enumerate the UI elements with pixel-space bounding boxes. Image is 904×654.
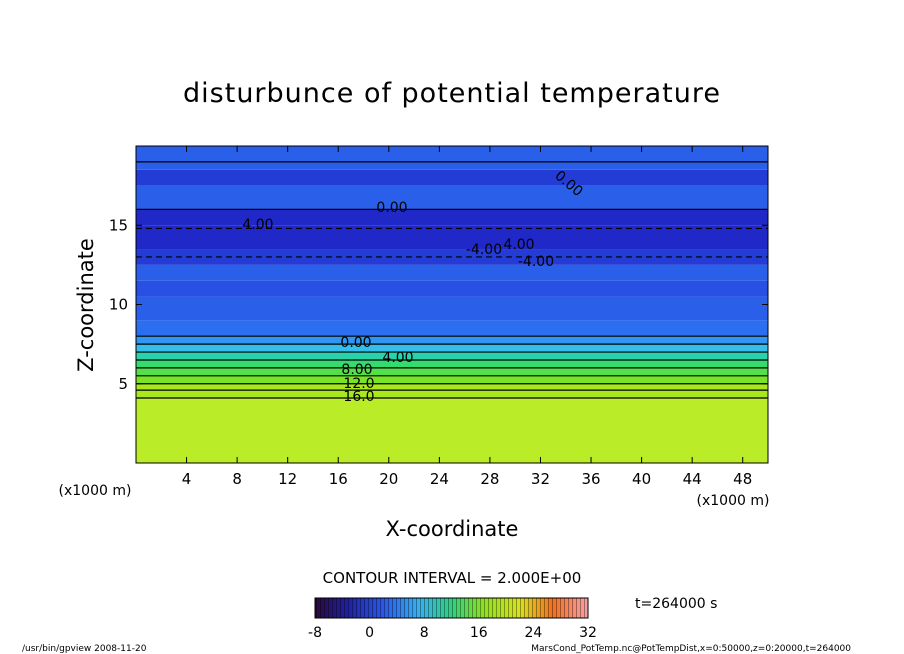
chart-title: disturbunce of potential temperature (183, 78, 721, 109)
field-band (136, 169, 768, 186)
x-unit-label-right: (x1000 m) (697, 493, 770, 509)
colorbar-tick-label: 32 (579, 625, 597, 641)
contour-label: 4.00 (503, 237, 534, 253)
x-unit-label: (x1000 m) (59, 483, 132, 499)
field-band (136, 336, 768, 345)
colorbar-tick-label: 16 (470, 625, 488, 641)
x-tick-label: 16 (329, 470, 348, 488)
contour-label: 12.0 (343, 376, 374, 392)
x-tick-label: 28 (480, 470, 499, 488)
contour-labels: 0.00 4.00 0.00 4.00 -4.00 -4.00 0.00 4.0… (242, 168, 585, 405)
x-tick-label: 24 (430, 470, 449, 488)
x-tick-label: 8 (232, 470, 242, 488)
contour-label: 0.00 (340, 335, 371, 351)
contour-lines (136, 161, 768, 399)
x-axis: 4 8 12 16 20 24 28 32 36 40 44 48 (182, 146, 752, 488)
y-tick-label: 5 (118, 375, 128, 393)
time-label: t=264000 s (635, 596, 717, 612)
plot-area (136, 146, 768, 463)
contour-label: 16.0 (343, 389, 374, 405)
field-band (136, 383, 768, 399)
contour-interval-label: CONTOUR INTERVAL = 2.000E+00 (323, 569, 582, 587)
field-band (136, 146, 768, 170)
field-band (136, 398, 768, 400)
field-band (136, 352, 768, 360)
x-tick-label: 20 (379, 470, 398, 488)
contour-label: -4.00 (518, 254, 554, 270)
contour-label: 8.00 (341, 362, 372, 378)
y-axis-title: Z-coordinate (74, 238, 98, 372)
footer-left: /usr/bin/gpview 2008-11-20 (22, 644, 147, 654)
x-tick-label: 36 (581, 470, 600, 488)
contour-label: 0.00 (376, 200, 407, 216)
field-band (136, 320, 768, 337)
x-tick-label: 44 (683, 470, 702, 488)
field-band (136, 344, 768, 353)
contour-label: 4.00 (242, 217, 273, 233)
field-band (136, 264, 768, 281)
colorbar-tick-label: 24 (524, 625, 542, 641)
x-tick-label: 40 (632, 470, 651, 488)
x-tick-label: 12 (278, 470, 297, 488)
field-band (136, 209, 768, 226)
contour-label: 4.00 (382, 350, 413, 366)
colorbar-tick-label: -8 (308, 625, 322, 641)
y-tick-label: 10 (109, 296, 128, 314)
field-band (136, 399, 768, 463)
colorbar-tick-label: 0 (365, 625, 374, 641)
colorbar-tick-label: 8 (420, 625, 429, 641)
colorbar-ticks: -8 0 8 16 24 32 (308, 625, 597, 641)
field-bands (136, 146, 768, 463)
x-tick-label: 32 (531, 470, 550, 488)
y-tick-label: 15 (109, 216, 128, 234)
footer-right: MarsCond_PotTemp.nc@PotTempDist,x=0:5000… (531, 644, 851, 654)
field-band (136, 225, 768, 250)
x-axis-title: X-coordinate (386, 517, 519, 541)
x-tick-label: 4 (182, 470, 192, 488)
field-band (136, 296, 768, 321)
field-band (136, 375, 768, 384)
x-tick-label: 48 (733, 470, 752, 488)
field-band (136, 185, 768, 210)
contour-label: -4.00 (466, 242, 502, 258)
field-band (136, 367, 768, 376)
y-axis: 5 10 15 (109, 216, 768, 393)
colorbar: -8 0 8 16 24 32 (308, 597, 597, 641)
field-band (136, 359, 768, 368)
field-band (136, 280, 768, 297)
colorbar-stripes (315, 598, 588, 618)
colorbar-frame (314, 597, 589, 619)
